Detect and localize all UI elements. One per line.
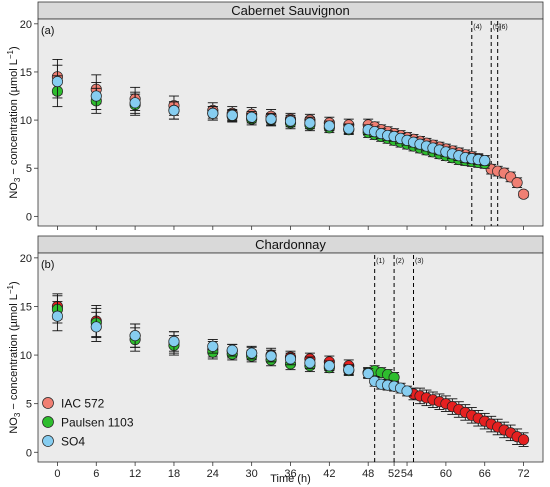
x-tick-label: 52	[388, 468, 400, 480]
panel-b: Chardonnay (b) 0 5 10 15 20 0 6 12 18 24 30 36 42 48 54 6…	[6, 235, 544, 485]
data-point	[51, 76, 63, 88]
y-axis-title: NO3 − concentration (µmol L−1)	[6, 281, 22, 433]
legend-label: IAC 572	[61, 397, 105, 411]
y-tick-label: 0	[26, 447, 32, 459]
x-tick-label: 36	[284, 468, 296, 480]
legend-label: Paulsen 1103	[61, 416, 134, 430]
x-tick-label: 12	[129, 468, 141, 480]
data-point	[129, 330, 141, 342]
panel-a: Cabernet Sauvignon (a) 0 5 10 15 20 (4) (5)(6) NO…	[6, 1, 544, 230]
y-tick-label: 15	[20, 301, 32, 313]
data-point	[265, 113, 277, 125]
data-point	[479, 154, 491, 167]
data-point	[207, 107, 219, 119]
data-point	[265, 350, 277, 362]
data-point	[90, 321, 102, 333]
x-tick-label: 48	[362, 468, 374, 480]
vertical-marker-label: (2)	[396, 258, 405, 265]
legend-item: Paulsen 1103	[42, 416, 134, 430]
legend-item: SO4	[42, 435, 85, 449]
data-point	[304, 117, 316, 129]
legend-swatch	[42, 435, 54, 447]
data-point	[511, 177, 523, 189]
y-axis-title: NO3 − concentration (µmol L−1)	[6, 46, 22, 198]
data-point	[304, 357, 316, 369]
data-point	[401, 385, 413, 397]
y-tick-label: 10	[20, 115, 32, 127]
data-point	[168, 104, 180, 117]
data-point	[207, 340, 219, 352]
data-point	[343, 123, 355, 135]
legend-label: SO4	[61, 435, 85, 449]
series-so4	[51, 64, 491, 167]
data-point	[168, 335, 180, 348]
data-point	[323, 120, 335, 132]
x-tick-label: 54	[401, 468, 413, 480]
data-point	[51, 310, 63, 322]
strip-title: Chardonnay	[255, 237, 326, 252]
x-tick-label: 18	[168, 468, 180, 480]
vertical-marker-label: (3)	[415, 258, 424, 265]
y-tick-label: 20	[20, 253, 32, 265]
vertical-marker-label: (4)	[473, 24, 482, 31]
data-point	[323, 360, 335, 372]
series-so4	[51, 301, 413, 397]
x-tick-label: 72	[517, 468, 529, 480]
panel-tag: (a)	[41, 25, 54, 37]
data-point	[518, 188, 530, 200]
x-tick-label: 24	[207, 468, 219, 480]
data-point	[518, 434, 530, 446]
y-tick-label: 20	[20, 19, 32, 31]
y-tick-label: 5	[26, 163, 32, 175]
data-point	[226, 109, 238, 121]
x-tick-label: 6	[93, 468, 99, 480]
x-tick-label: 66	[479, 468, 491, 480]
x-axis-title: Time (h)	[270, 473, 311, 485]
data-point	[284, 115, 297, 127]
vertical-marker-label: (6)	[499, 24, 508, 31]
data-point	[362, 367, 374, 380]
x-tick-label: 60	[440, 468, 452, 480]
x-tick-label: 30	[246, 468, 258, 480]
x-tick-label: 0	[54, 468, 60, 480]
data-series-group	[51, 58, 530, 200]
data-point	[246, 111, 258, 123]
data-point	[90, 90, 102, 102]
y-tick-label: 10	[20, 350, 32, 362]
data-point	[226, 344, 238, 356]
legend-swatch	[42, 397, 54, 409]
legend-item: IAC 572	[42, 397, 105, 411]
vertical-marker-label: (5)	[493, 24, 502, 31]
panel-tag: (b)	[41, 259, 54, 271]
x-tick-label: 42	[323, 468, 335, 480]
data-point	[284, 353, 297, 365]
y-tick-label: 15	[20, 67, 32, 79]
y-tick-label: 5	[26, 399, 32, 411]
legend: IAC 572 Paulsen 1103 SO4	[42, 397, 134, 449]
data-point	[246, 347, 258, 359]
y-tick-label: 0	[26, 211, 32, 223]
strip-title: Cabernet Sauvignon	[231, 3, 350, 18]
data-point	[343, 364, 355, 376]
data-series-group	[51, 293, 530, 447]
data-point	[129, 97, 141, 109]
legend-swatch	[42, 416, 54, 428]
vertical-marker-label: (1)	[376, 258, 385, 265]
